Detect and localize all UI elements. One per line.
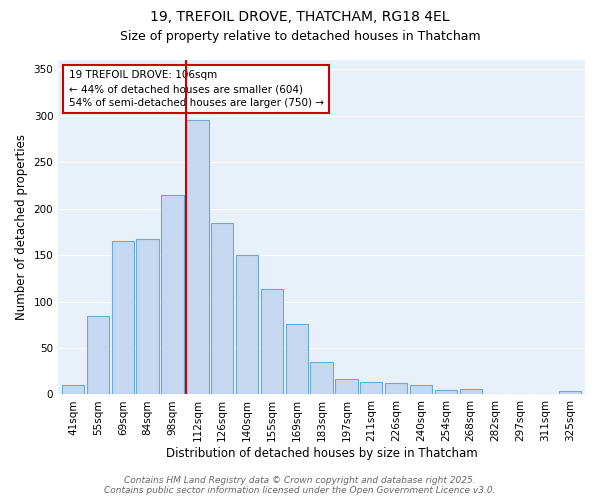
Bar xyxy=(260,290,283,395)
Bar xyxy=(335,378,358,394)
Bar xyxy=(161,194,184,394)
Text: 19, TREFOIL DROVE, THATCHAM, RG18 4EL: 19, TREFOIL DROVE, THATCHAM, RG18 4EL xyxy=(150,10,450,24)
Bar xyxy=(112,241,134,394)
Bar xyxy=(62,385,84,394)
Bar xyxy=(211,222,233,394)
Text: Contains HM Land Registry data © Crown copyright and database right 2025.
Contai: Contains HM Land Registry data © Crown c… xyxy=(104,476,496,495)
Bar xyxy=(236,255,258,394)
Bar xyxy=(434,390,457,394)
Bar xyxy=(559,390,581,394)
X-axis label: Distribution of detached houses by size in Thatcham: Distribution of detached houses by size … xyxy=(166,447,478,460)
Y-axis label: Number of detached properties: Number of detached properties xyxy=(15,134,28,320)
Bar xyxy=(385,384,407,394)
Text: 19 TREFOIL DROVE: 106sqm
← 44% of detached houses are smaller (604)
54% of semi-: 19 TREFOIL DROVE: 106sqm ← 44% of detach… xyxy=(69,70,324,108)
Bar xyxy=(136,240,159,394)
Bar xyxy=(410,385,432,394)
Bar xyxy=(360,382,382,394)
Bar xyxy=(310,362,333,394)
Text: Size of property relative to detached houses in Thatcham: Size of property relative to detached ho… xyxy=(119,30,481,43)
Bar xyxy=(186,120,209,394)
Bar xyxy=(87,316,109,394)
Bar xyxy=(460,389,482,394)
Bar xyxy=(286,324,308,394)
